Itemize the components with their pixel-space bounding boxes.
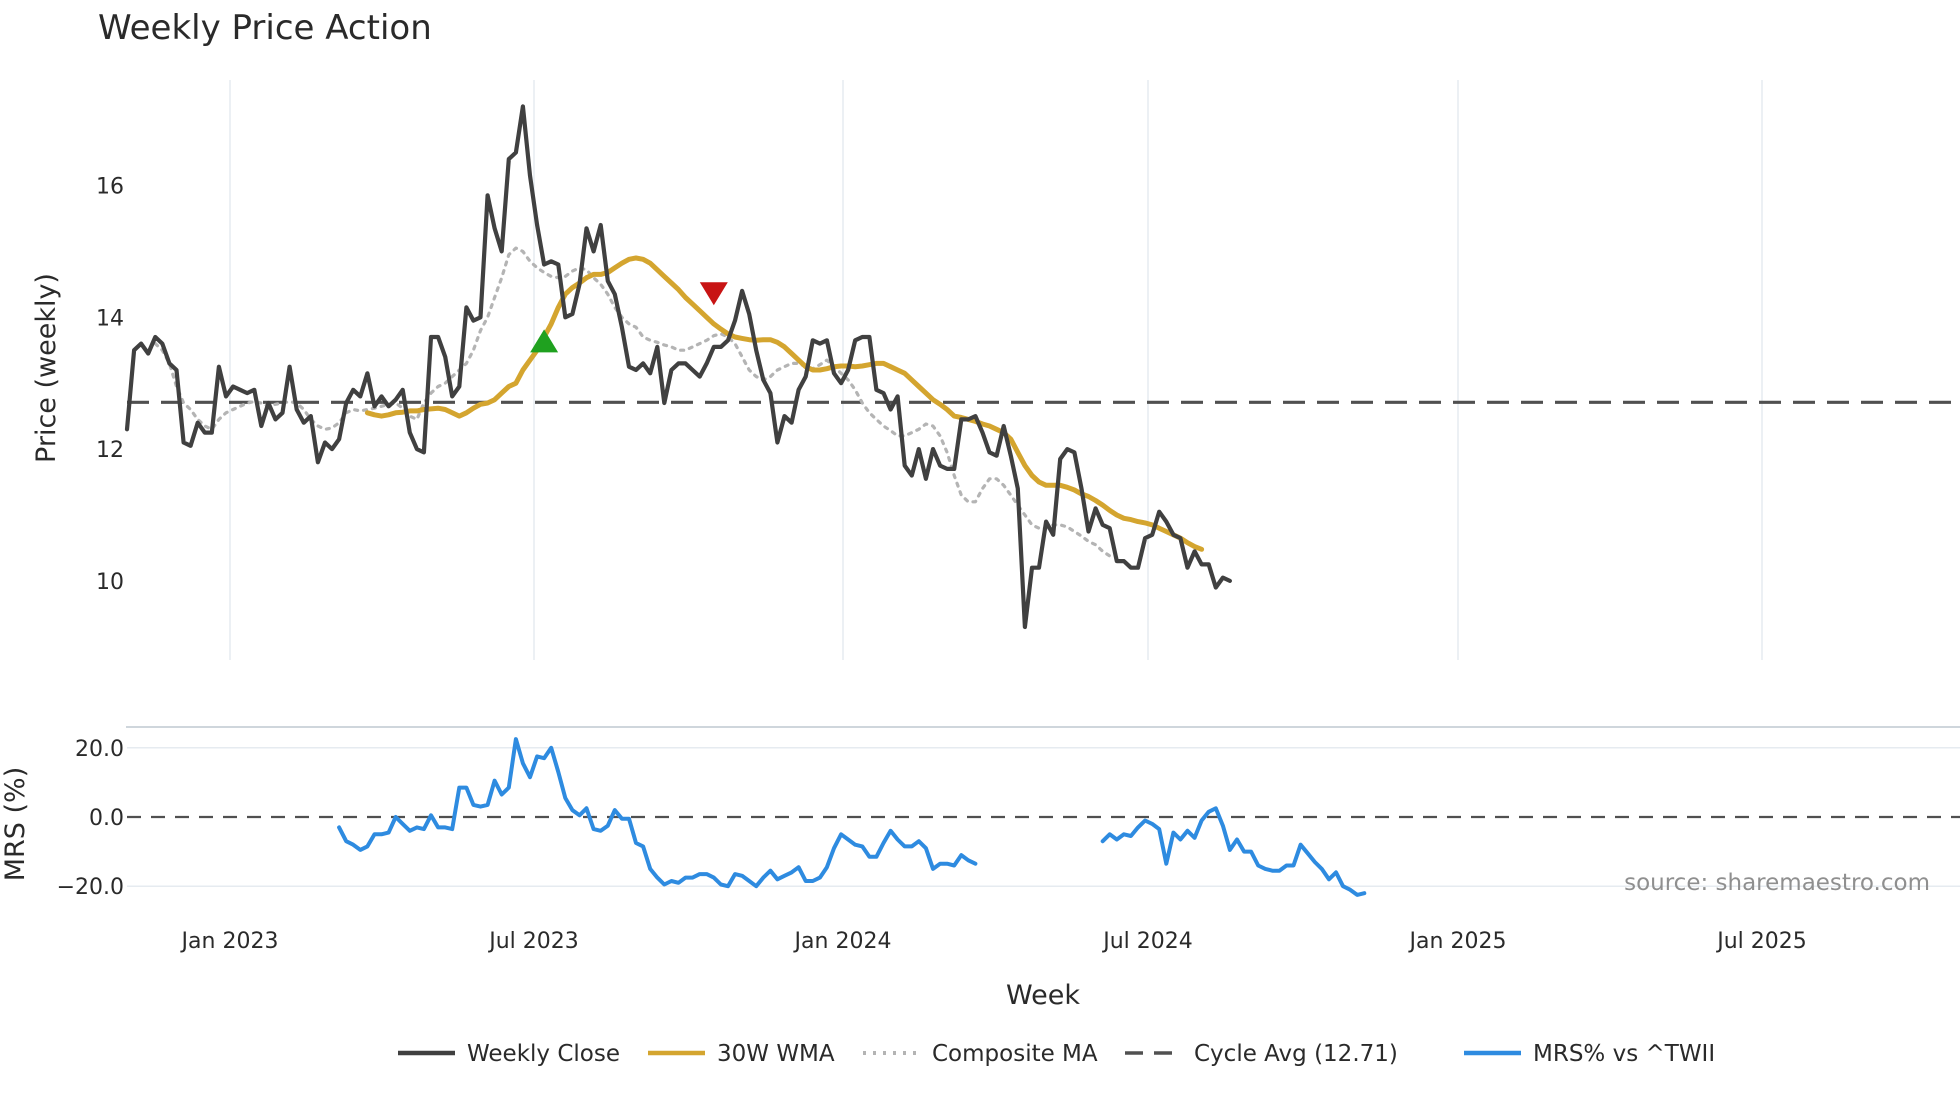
mrs-gridlines	[127, 747, 1960, 887]
price-axis-title: Price (weekly)	[31, 273, 62, 463]
vertical-gridlines	[229, 80, 1763, 660]
composite-ma-line	[153, 246, 1112, 558]
legend-label: 30W WMA	[717, 1041, 835, 1067]
source-label: source: sharemaestro.com	[1624, 870, 1930, 896]
x-tick-label: Jan 2023	[180, 929, 279, 954]
sell-marker	[699, 282, 728, 306]
weekly-close-line	[124, 104, 1233, 630]
x-tick-label: Jan 2024	[793, 929, 892, 954]
x-tick-label: Jul 2025	[1715, 929, 1807, 954]
chart-title: Weekly Price Action	[98, 8, 432, 48]
legend-label: Weekly Close	[467, 1041, 620, 1067]
mrs-axis-title: MRS (%)	[0, 767, 31, 882]
mrs-line	[337, 737, 978, 889]
mrs-y-ticks: 20.0 0.0 −20.0	[57, 737, 124, 900]
x-axis-title: Week	[1006, 980, 1080, 1011]
x-axis-ticks: Jan 2023 Jul 2023 Jan 2024 Jul 2024 Jan 2025…	[180, 929, 1807, 954]
mrs-series-lines	[337, 737, 1367, 897]
legend-label: MRS% vs ^TWII	[1533, 1041, 1715, 1067]
legend-label: Composite MA	[932, 1041, 1098, 1067]
30w-wma-line	[364, 255, 1205, 552]
x-tick-label: Jan 2025	[1408, 929, 1507, 954]
price-y-ticks: 10 12 14 16	[96, 174, 124, 594]
price-series-lines	[124, 104, 1960, 630]
x-tick-label: Jul 2023	[487, 929, 579, 954]
price-tick-label: 10	[96, 570, 124, 595]
price-tick-label: 16	[96, 174, 124, 199]
price-tick-label: 14	[96, 306, 124, 331]
price-tick-label: 12	[96, 438, 124, 463]
legend-label: Cycle Avg (12.71)	[1194, 1041, 1398, 1067]
mrs-tick-label: 20.0	[75, 737, 124, 762]
x-tick-label: Jul 2024	[1101, 929, 1193, 954]
mrs-tick-label: 0.0	[89, 806, 124, 831]
mrs-tick-label: −20.0	[57, 875, 124, 900]
buy-marker	[530, 329, 559, 353]
mrs-line	[1100, 806, 1367, 897]
legend: Weekly Close 30W WMA Composite MA Cycle Avg…	[398, 1041, 1715, 1067]
